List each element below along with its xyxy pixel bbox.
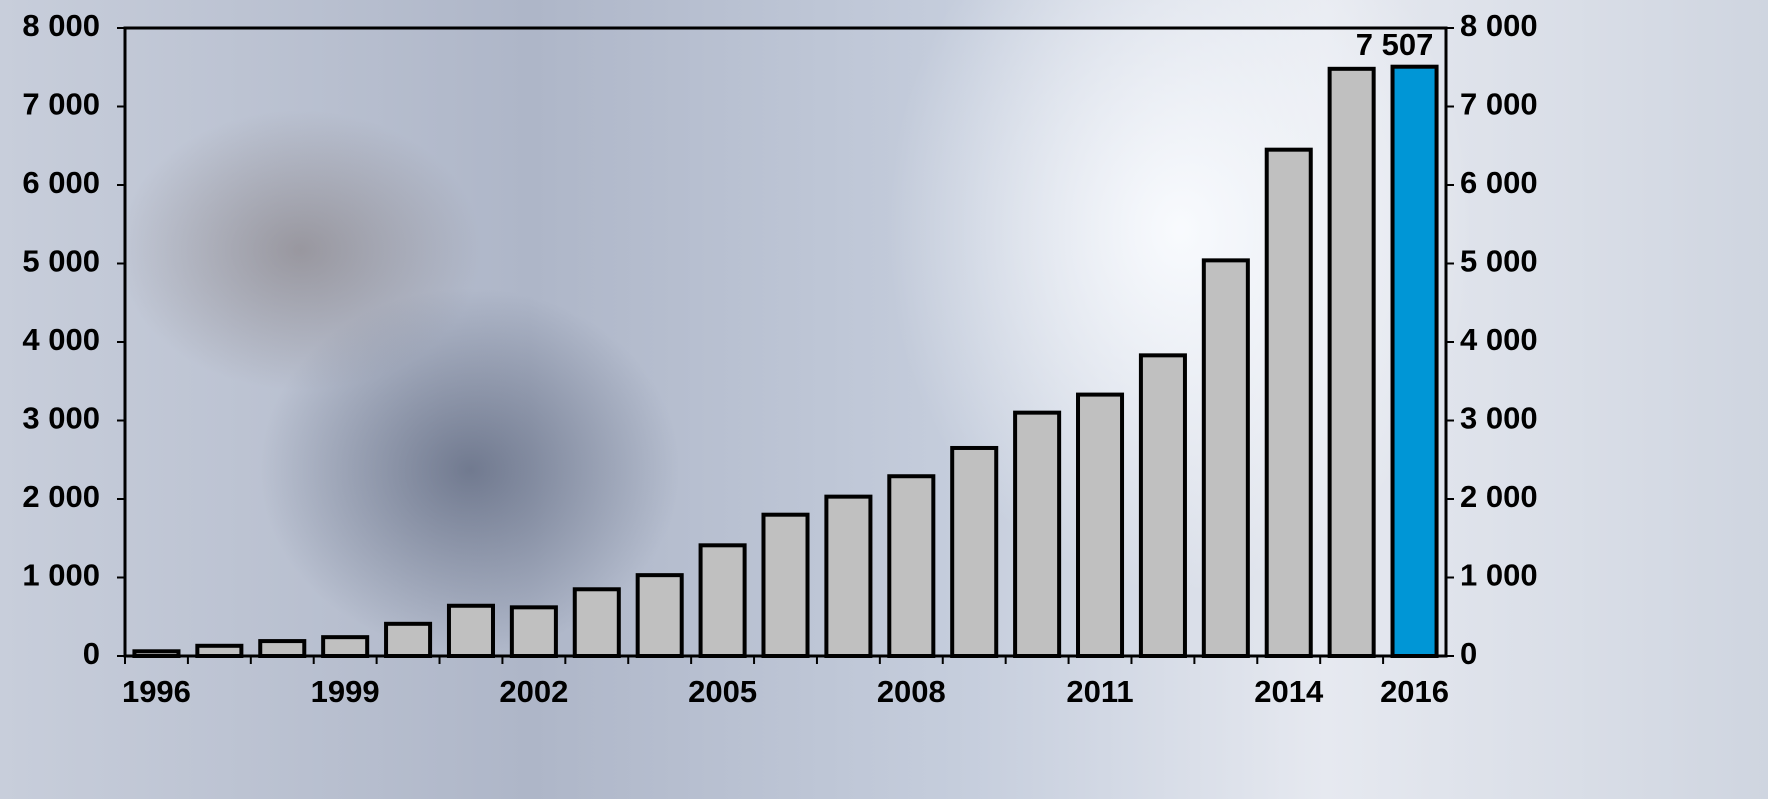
x-tick-label: 2005: [688, 674, 757, 709]
bar: [1264, 147, 1313, 659]
bar: [887, 474, 936, 658]
y-tick-label: 7 000: [22, 87, 100, 122]
y2-tick-label: 3 000: [1460, 401, 1538, 436]
bar: [509, 605, 558, 659]
bar: [1076, 392, 1125, 658]
y-tick-label: 0: [83, 636, 100, 671]
y-tick-label: 2 000: [22, 479, 100, 514]
y2-tick-label: 4 000: [1460, 322, 1538, 357]
bar: [1013, 410, 1062, 658]
x-tick-label: 2016: [1380, 674, 1449, 709]
x-tick-label: 2011: [1066, 674, 1133, 709]
y2-tick-label: 5 000: [1460, 244, 1538, 279]
bar: [1201, 258, 1250, 658]
x-tick-label: 2002: [499, 674, 568, 709]
y-tick-label: 1 000: [22, 558, 100, 593]
y2-tick-label: 7 000: [1460, 87, 1538, 122]
bar: [321, 635, 370, 658]
x-tick-label: 2008: [877, 674, 946, 709]
y2-tick-label: 1 000: [1460, 558, 1538, 593]
y-tick-label: 8 000: [22, 8, 100, 43]
y2-tick-label: 0: [1460, 636, 1477, 671]
bar: [446, 603, 495, 659]
bar: [824, 494, 873, 658]
y2-tick-label: 2 000: [1460, 479, 1538, 514]
bar: [635, 573, 684, 659]
bar: [950, 445, 999, 658]
bar: [572, 587, 621, 659]
bar: [761, 512, 810, 659]
y-tick-label: 3 000: [22, 401, 100, 436]
y-tick-label: 6 000: [22, 165, 100, 200]
y2-tick-label: 8 000: [1460, 8, 1538, 43]
x-tick-label: 2014: [1254, 674, 1324, 709]
bar: [1138, 353, 1187, 658]
bar: [384, 621, 433, 659]
bar: [1390, 64, 1439, 658]
bar: [195, 643, 244, 658]
y2-tick-label: 6 000: [1460, 165, 1538, 200]
value-label: 7 507: [1356, 27, 1434, 62]
bar: [258, 639, 307, 659]
y-tick-label: 4 000: [22, 322, 100, 357]
bar: [132, 649, 181, 658]
y-tick-label: 5 000: [22, 244, 100, 279]
x-tick-label: 1999: [311, 674, 380, 709]
bar: [1327, 66, 1376, 658]
bar: [698, 543, 747, 658]
x-tick-label: 1996: [122, 674, 191, 709]
